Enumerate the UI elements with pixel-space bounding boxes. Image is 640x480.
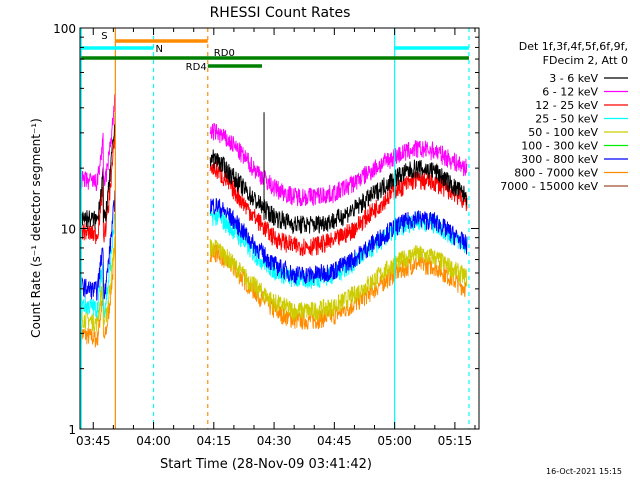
x-tick-label-7: 05:15 — [438, 434, 473, 448]
legend-header-line-2: FDecim 2, Att 0 — [543, 54, 628, 67]
legend-label-7: 300 - 800 keV — [521, 153, 598, 166]
series-line-3 — [80, 130, 468, 257]
series-line-8 — [80, 243, 468, 348]
x-axis-label: Start Time (28-Nov-09 03:41:42) — [160, 457, 372, 472]
x-tick-label-5: 04:45 — [317, 434, 352, 448]
footer-date: 16-Oct-2021 15:15 — [546, 467, 622, 476]
series-line-7 — [80, 190, 468, 301]
legend-label-4: 25 - 50 keV — [535, 113, 598, 126]
x-tick-label-6: 05:00 — [377, 434, 412, 448]
legend-label-5: 50 - 100 keV — [528, 126, 598, 139]
legend-header-line-1: Det 1f,3f,4f,5f,6f,9f, — [519, 40, 628, 53]
y-tick-label-1: 1 — [68, 423, 76, 437]
legend-label-1: 3 - 6 keV — [549, 72, 598, 85]
legend-label-3: 12 - 25 keV — [535, 99, 598, 112]
y-tick-label-3: 100 — [53, 22, 76, 36]
flag-label-n: N — [156, 44, 163, 55]
y-tick-label-2: 10 — [61, 223, 76, 237]
series-line-1 — [80, 112, 468, 235]
x-tick-label-1: 03:45 — [76, 434, 111, 448]
legend-label-9: 7000 - 15000 keV — [500, 180, 598, 193]
y-axis-label: Count Rate (s⁻¹ detector segment⁻¹) — [29, 118, 43, 338]
flag-label-s: S — [101, 31, 107, 42]
flag-bars: S N RD0 RD4 — [81, 31, 469, 73]
flag-label-rd4: RD4 — [186, 62, 207, 73]
vertical-lines — [80, 28, 470, 429]
legend-label-8: 800 - 7000 keV — [514, 167, 598, 180]
flag-label-rd0: RD0 — [214, 48, 235, 59]
legend: Det 1f,3f,4f,5f,6f,9f, FDecim 2, Att 0 3… — [500, 40, 628, 193]
series-line-2 — [80, 93, 468, 207]
legend-label-6: 100 - 300 keV — [521, 140, 598, 153]
chart-title: RHESSI Count Rates — [210, 5, 351, 21]
x-tick-label-4: 04:30 — [257, 434, 292, 448]
axes: 03:45 04:00 04:15 04:30 04:45 05:00 05:15 1 10 10… — [53, 22, 479, 448]
legend-label-2: 6 - 12 keV — [542, 86, 598, 99]
x-tick-label-2: 04:00 — [136, 434, 171, 448]
series-layer — [80, 93, 468, 348]
x-tick-label-3: 04:15 — [197, 434, 232, 448]
